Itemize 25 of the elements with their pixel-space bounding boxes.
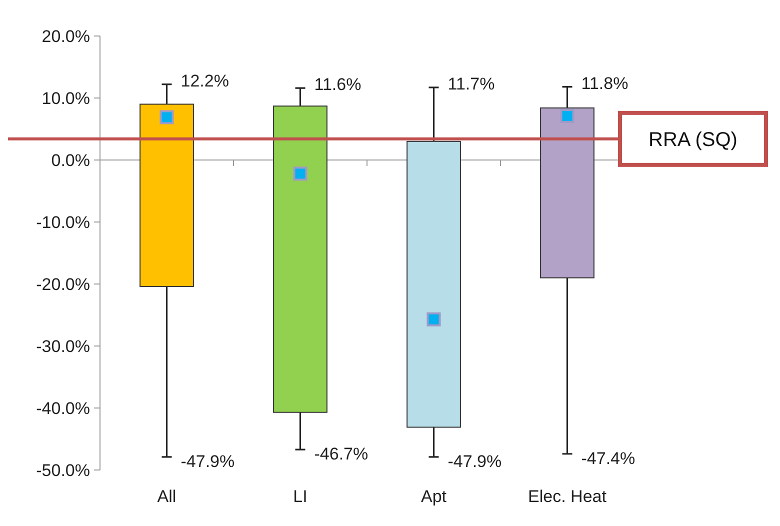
x-tick-label: LI [293,487,308,506]
y-tick-label: -50.0% [36,460,90,480]
point [560,108,574,123]
point [293,166,308,181]
y-tick-label: -20.0% [36,274,90,294]
x-tick-label: Elec. Heat [528,487,607,506]
y-tick-label: -40.0% [36,398,90,418]
annotation: -47.9% [180,452,235,471]
annotation: 12.2% [180,71,229,90]
annotation: -47.9% [448,452,502,471]
y-tick-label: 10.0% [42,88,90,108]
ref-line-label: RRA (SQ) [648,128,738,151]
y-tick-label: 0.0% [51,150,90,170]
annotation: 11.8% [581,74,628,93]
point [426,312,441,326]
annotation: -47.4% [581,448,636,468]
annotation: 11.6% [314,75,362,94]
x-tick-label: All [157,487,176,506]
y-tick-label: -10.0% [36,212,90,232]
annotation: 11.7% [448,74,495,94]
point [160,110,174,124]
annotation: -46.7% [314,444,368,464]
y-tick-label: 20.0% [42,26,90,46]
y-tick-label: -30.0% [36,336,90,356]
x-tick-label: Apt [420,487,447,506]
